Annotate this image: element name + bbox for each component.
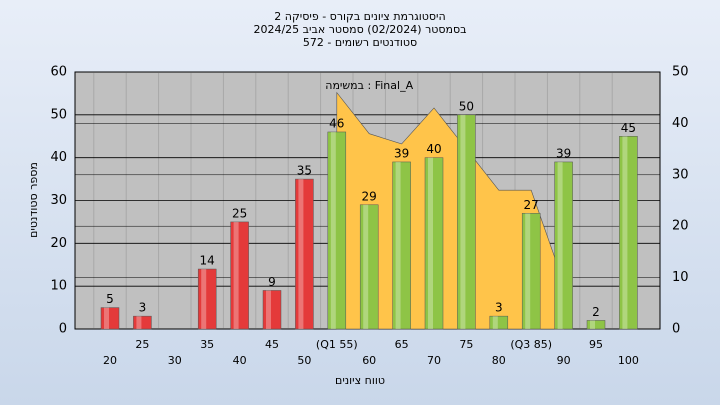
value-label: 5: [106, 292, 114, 306]
value-label: 40: [426, 142, 441, 156]
value-label: 2: [592, 305, 600, 319]
value-label: 39: [556, 146, 571, 160]
bar-highlight: [104, 307, 109, 329]
y2-tick-label: 40: [672, 116, 689, 131]
y2-tick-label: 10: [672, 270, 689, 285]
x-tick-label: 80: [492, 354, 506, 367]
bar-highlight: [395, 161, 401, 329]
y2-tick-label: 20: [672, 219, 689, 234]
bar: [295, 178, 314, 330]
value-label: 14: [200, 254, 215, 268]
x-tick-label: 95: [589, 338, 603, 351]
bar: [521, 213, 541, 330]
bar: [133, 315, 152, 330]
value-label: 3: [139, 301, 147, 315]
y-tick-label: 10: [50, 279, 67, 294]
x-tick-label: 20: [103, 354, 117, 367]
x-tick-label: 75: [459, 338, 473, 351]
bar-highlight: [428, 157, 433, 329]
value-label: 29: [362, 189, 377, 203]
chart-title: היסטוגרמת ציונים בקורס - פיסיקה 2: [274, 10, 445, 23]
value-label: 39: [394, 146, 409, 160]
x-tick-label: 50: [297, 354, 311, 367]
x-tick-label: 30: [168, 354, 182, 367]
bar-highlight: [622, 136, 628, 329]
y-tick-label: 60: [50, 65, 67, 80]
chart-subtitle: סטודנטים רשומים - 572: [303, 36, 417, 49]
x-tick-label: 90: [557, 354, 571, 367]
bar: [392, 161, 411, 330]
value-label: 46: [329, 116, 344, 130]
bar-highlight: [557, 161, 563, 329]
x-tick-label: 40: [233, 354, 247, 367]
bar: [424, 157, 444, 330]
value-label: 9: [268, 275, 276, 289]
bar: [457, 114, 476, 330]
x-axis-title: טווח ציונים: [335, 374, 385, 387]
bar: [327, 131, 347, 330]
bar: [554, 161, 573, 330]
bar-highlight: [201, 269, 207, 329]
value-label: 50: [459, 99, 474, 113]
value-label: 3: [495, 301, 503, 315]
value-label: 45: [621, 121, 636, 135]
value-label: 25: [232, 206, 247, 220]
y2-tick-label: 50: [672, 65, 689, 80]
bar: [359, 204, 379, 330]
bar-highlight: [266, 290, 271, 329]
bar-highlight: [330, 131, 336, 329]
bar: [197, 268, 217, 330]
area-label: Final_A : במשימה: [325, 79, 413, 92]
bar: [100, 307, 120, 330]
bar-highlight: [590, 320, 595, 329]
y-tick-label: 50: [50, 107, 67, 122]
x-tick-label: 35: [200, 338, 214, 351]
chart-subtitle: בסמסטר (02/2024) סמסטר אביב 2024/25: [253, 23, 466, 36]
y-tick-label: 0: [59, 322, 67, 337]
bar-highlight: [298, 179, 304, 329]
x-tick-label: 60: [362, 354, 376, 367]
value-label: 27: [524, 198, 539, 212]
value-label: 35: [297, 164, 312, 178]
bar-highlight: [525, 213, 531, 329]
x-tick-label: 25: [135, 338, 149, 351]
bar: [262, 290, 282, 330]
x-tick-label: (Q1 55): [316, 338, 358, 351]
bar: [619, 136, 638, 330]
bar: [586, 320, 606, 330]
bar: [489, 315, 509, 330]
x-tick-label: 45: [265, 338, 279, 351]
y-tick-label: 30: [50, 193, 67, 208]
bar-highlight: [363, 204, 369, 329]
bar-highlight: [233, 221, 239, 329]
x-tick-label: 65: [395, 338, 409, 351]
x-tick-label: (Q3 85): [510, 338, 552, 351]
x-tick-label: 100: [618, 354, 639, 367]
bar-highlight: [460, 114, 466, 329]
x-tick-label: 70: [427, 354, 441, 367]
y-axis-title: מספר סטודנטים: [27, 162, 40, 238]
y-tick-label: 20: [50, 236, 67, 251]
bar-highlight: [492, 316, 498, 329]
bar: [230, 221, 249, 330]
y-tick-label: 40: [50, 150, 67, 165]
bar-highlight: [136, 316, 142, 329]
y2-tick-label: 30: [672, 167, 689, 182]
y2-tick-label: 0: [672, 322, 680, 337]
